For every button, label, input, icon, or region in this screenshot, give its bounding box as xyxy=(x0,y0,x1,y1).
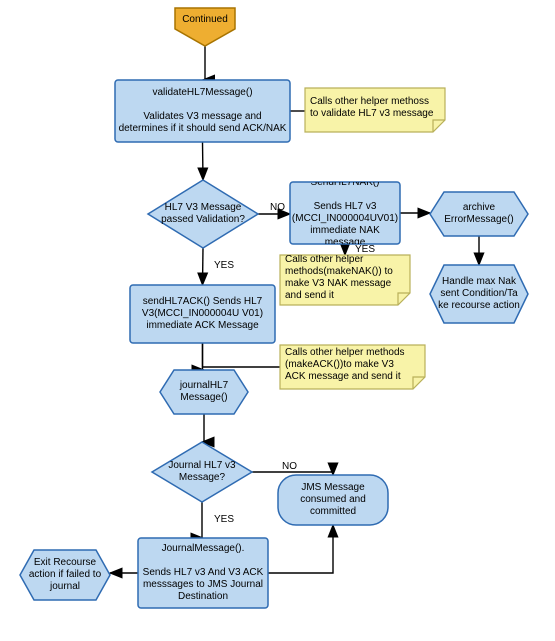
edge-validate-dec_validation xyxy=(203,142,204,180)
node-dec_journal: Journal HL7 v3 Message? xyxy=(152,442,252,502)
edge-label: YES xyxy=(214,260,234,271)
edge-journal_hl7-dec_journal xyxy=(202,414,204,442)
node-handle_max: Handle max Nak sent Condition/Ta ke reco… xyxy=(430,265,528,323)
edge-label: YES xyxy=(214,514,234,525)
edge-continued-validate xyxy=(203,46,206,80)
edge-dec_journal-journal_msg xyxy=(202,502,203,538)
edge-label: YES xyxy=(355,244,375,255)
edge-label: NO xyxy=(270,202,285,213)
node-note_validate: Calls other helper methoss to validate H… xyxy=(305,88,445,132)
node-continued: Continued xyxy=(175,8,235,46)
node-dec_validation: HL7 V3 Message passed Validation? xyxy=(148,180,258,248)
node-note_ack: Calls other helper methods (makeACK())to… xyxy=(280,345,425,389)
node-journal_hl7: journalHL7 Message() xyxy=(160,370,248,414)
edge-journal_msg-jms_consumed xyxy=(268,525,333,573)
edge-send_ack-note_ack xyxy=(203,343,281,367)
node-send_nak: SendHL7NAK()Sends HL7 v3 (MCCI_IN000004U… xyxy=(290,182,400,244)
node-journal_msg: JournalMessage().Sends HL7 v3 And V3 ACK… xyxy=(138,538,268,608)
edge-dec_validation-send_ack xyxy=(203,248,204,285)
edge-label: NO xyxy=(282,461,297,472)
node-validate: validateHL7Message()Validates V3 message… xyxy=(115,80,290,142)
node-jms_consumed: JMS Message consumed and committed xyxy=(278,475,388,525)
node-send_ack: sendHL7ACK() Sends HL7 V3(MCCI_IN000004U… xyxy=(130,285,275,343)
node-note_nak: Calls other helper methods(makeNAK()) to… xyxy=(280,255,410,305)
node-archive_err: archive ErrorMessage() xyxy=(430,192,528,236)
node-exit_recourse: Exit Recourse action if failed to journa… xyxy=(20,550,110,600)
